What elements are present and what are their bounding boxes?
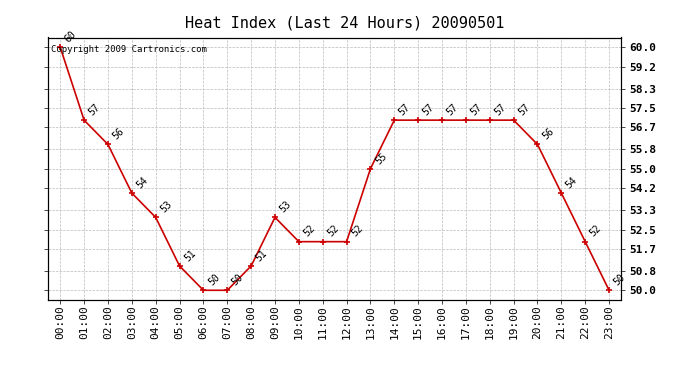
Text: 57: 57 — [87, 102, 102, 117]
Text: 54: 54 — [564, 175, 580, 190]
Text: 57: 57 — [493, 102, 508, 117]
Text: 52: 52 — [349, 224, 365, 239]
Text: 50: 50 — [206, 272, 221, 288]
Text: 56: 56 — [110, 126, 126, 142]
Text: 53: 53 — [159, 199, 174, 214]
Text: 60: 60 — [63, 29, 79, 45]
Text: 55: 55 — [373, 151, 388, 166]
Text: 54: 54 — [135, 175, 150, 190]
Text: 50: 50 — [230, 272, 246, 288]
Text: 52: 52 — [326, 224, 341, 239]
Text: Copyright 2009 Cartronics.com: Copyright 2009 Cartronics.com — [51, 45, 207, 54]
Text: 52: 52 — [588, 224, 603, 239]
Text: 57: 57 — [516, 102, 532, 117]
Text: Heat Index (Last 24 Hours) 20090501: Heat Index (Last 24 Hours) 20090501 — [186, 15, 504, 30]
Text: 50: 50 — [612, 272, 627, 288]
Text: 57: 57 — [445, 102, 460, 117]
Text: 53: 53 — [278, 199, 293, 214]
Text: 52: 52 — [302, 224, 317, 239]
Text: 56: 56 — [540, 126, 555, 142]
Text: 51: 51 — [254, 248, 269, 263]
Text: 57: 57 — [421, 102, 436, 117]
Text: 57: 57 — [469, 102, 484, 117]
Text: 57: 57 — [397, 102, 413, 117]
Text: 51: 51 — [182, 248, 198, 263]
